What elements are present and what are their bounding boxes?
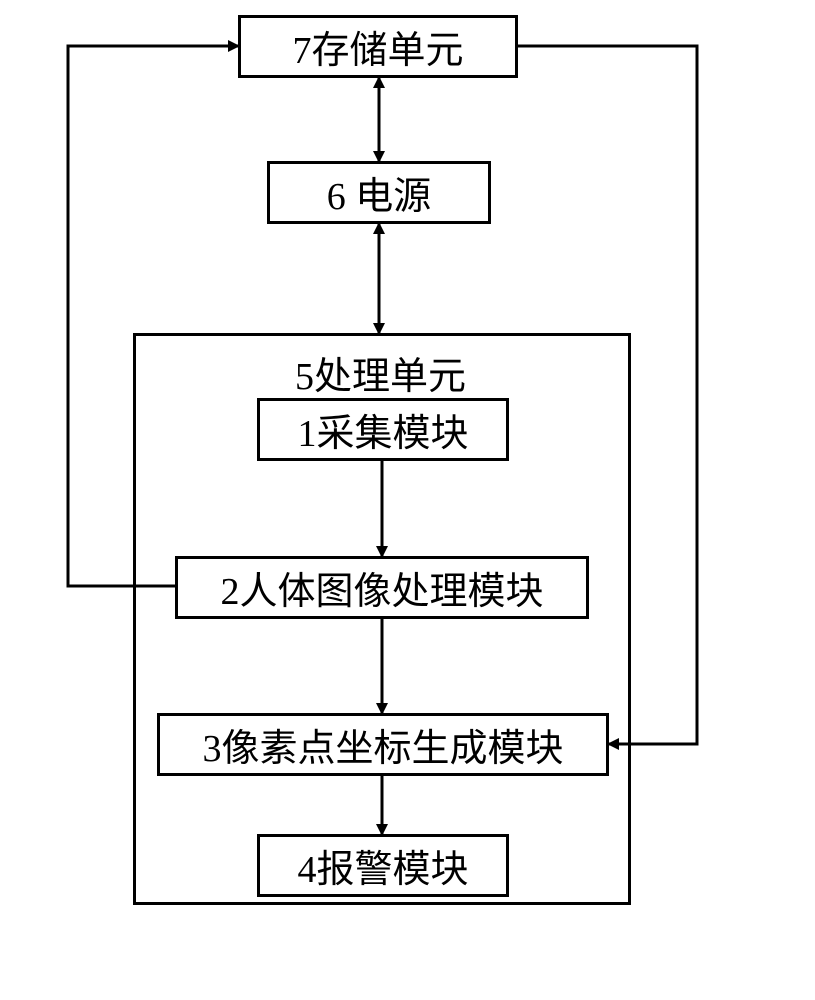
alarm-module-label: 4报警模块 xyxy=(297,838,468,893)
storage-unit-label: 7存储单元 xyxy=(292,19,463,74)
processing-unit-label: 5处理单元 xyxy=(295,345,466,400)
storage-unit-box: 7存储单元 xyxy=(238,15,518,78)
acquisition-module-box: 1采集模块 xyxy=(257,398,509,461)
alarm-module-box: 4报警模块 xyxy=(257,834,509,897)
power-label: 6 电源 xyxy=(327,165,432,220)
pixel-coord-module-box: 3像素点坐标生成模块 xyxy=(157,713,609,776)
power-box: 6 电源 xyxy=(267,161,491,224)
pixel-coord-module-label: 3像素点坐标生成模块 xyxy=(202,717,563,772)
body-image-module-box: 2人体图像处理模块 xyxy=(175,556,589,619)
acquisition-module-label: 1采集模块 xyxy=(297,402,468,457)
body-image-module-label: 2人体图像处理模块 xyxy=(220,560,543,615)
